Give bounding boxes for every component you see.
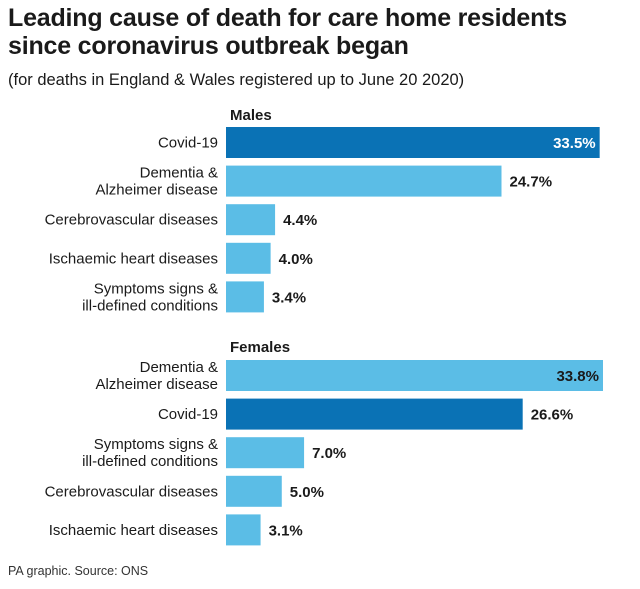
bar-0-2 (226, 204, 276, 236)
bar-1-1 (226, 398, 523, 430)
value-label-0-3: 4.0% (279, 251, 313, 268)
category-label-0-4-0: Symptoms signs & (94, 280, 218, 297)
bar-1-4 (226, 514, 261, 546)
category-label-0-0-0: Covid-19 (158, 135, 218, 152)
value-label-0-0: 33.5% (553, 135, 596, 152)
category-label-0-1-1: Alzheimer disease (95, 182, 218, 199)
category-label-1-2-1: ill-defined conditions (82, 453, 218, 470)
category-label-0-1-0: Dementia & (140, 165, 218, 182)
value-label-1-3: 5.0% (290, 484, 324, 501)
group-label-0: Males (230, 107, 272, 124)
bar-0-3 (226, 242, 271, 274)
category-label-0-3-0: Ischaemic heart diseases (49, 250, 218, 267)
value-label-0-4: 3.4% (272, 289, 306, 306)
category-label-1-4-0: Ischaemic heart diseases (49, 522, 218, 539)
source-credit: PA graphic. Source: ONS (8, 564, 149, 578)
category-label-1-0-1: Alzheimer disease (95, 376, 218, 393)
group-label-1: Females (230, 339, 290, 356)
chart-subtitle: (for deaths in England & Wales registere… (8, 71, 465, 89)
value-label-1-0: 33.8% (556, 368, 599, 385)
category-label-1-0-0: Dementia & (140, 359, 218, 376)
value-label-1-1: 26.6% (531, 407, 574, 424)
value-label-1-2: 7.0% (312, 445, 346, 462)
bar-1-0 (226, 360, 603, 391)
category-label-1-2-0: Symptoms signs & (94, 436, 218, 453)
bar-0-4 (226, 281, 264, 313)
bar-1-2 (226, 437, 305, 469)
category-label-0-4-1: ill-defined conditions (82, 297, 218, 314)
bar-0-1 (226, 165, 502, 197)
value-label-1-4: 3.1% (269, 522, 303, 539)
category-label-0-2-0: Cerebrovascular diseases (45, 212, 218, 229)
chart-title: Leading cause of death for care home res… (8, 4, 568, 60)
value-label-0-1: 24.7% (510, 174, 553, 191)
category-label-1-3-0: Cerebrovascular diseases (45, 483, 218, 500)
bar-1-3 (226, 475, 282, 507)
bar-0-0 (226, 127, 600, 158)
value-label-0-2: 4.4% (283, 212, 317, 229)
category-label-1-1-0: Covid-19 (158, 406, 218, 423)
